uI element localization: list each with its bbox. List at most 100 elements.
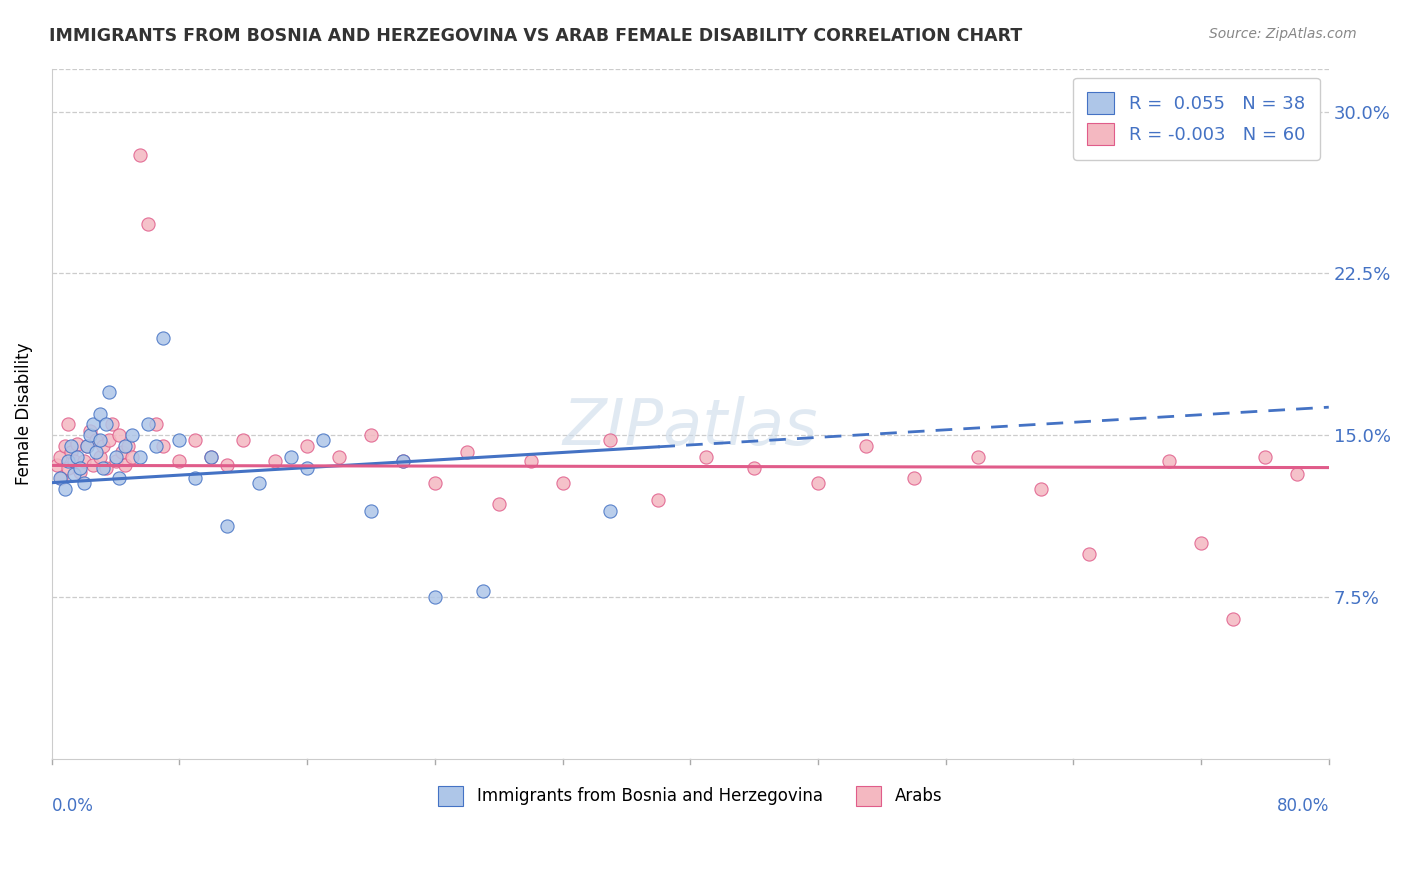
Point [855, 439, 877, 453]
Point [471, 583, 494, 598]
Point [98, 385, 121, 400]
Point [647, 492, 669, 507]
Point [82, 458, 104, 473]
Point [73, 454, 96, 468]
Point [73, 475, 96, 490]
Point [136, 217, 159, 231]
Point [51, 471, 73, 485]
Point [63, 454, 86, 468]
Point [48, 471, 70, 485]
Point [152, 331, 174, 345]
Point [145, 417, 167, 432]
Point [1285, 467, 1308, 481]
Point [519, 454, 541, 468]
Point [247, 475, 270, 490]
Point [121, 428, 143, 442]
Point [117, 439, 139, 453]
Point [217, 518, 239, 533]
Point [69, 460, 91, 475]
Point [89, 407, 111, 421]
Point [76, 439, 98, 453]
Legend: R =  0.055   N = 38, R = -0.003   N = 60: R = 0.055 N = 38, R = -0.003 N = 60 [1073, 78, 1320, 160]
Point [1189, 536, 1212, 550]
Point [742, 460, 765, 475]
Point [56, 417, 79, 432]
Point [107, 428, 129, 442]
Point [104, 450, 127, 464]
Point [89, 433, 111, 447]
Point [423, 590, 446, 604]
Point [295, 439, 318, 453]
Point [86, 433, 108, 447]
Point [79, 424, 101, 438]
Point [53, 482, 76, 496]
Point [66, 437, 89, 451]
Point [392, 454, 415, 468]
Point [360, 504, 382, 518]
Point [121, 450, 143, 464]
Point [56, 460, 79, 475]
Point [53, 439, 76, 453]
Point [91, 460, 114, 475]
Point [280, 450, 302, 464]
Point [456, 445, 478, 459]
Point [45, 458, 67, 473]
Point [101, 417, 124, 432]
Point [264, 454, 287, 468]
Text: Source: ZipAtlas.com: Source: ZipAtlas.com [1209, 27, 1357, 41]
Point [232, 433, 254, 447]
Point [79, 428, 101, 442]
Point [599, 504, 621, 518]
Point [114, 439, 136, 453]
Point [1078, 547, 1101, 561]
Point [184, 433, 207, 447]
Point [82, 417, 104, 432]
Point [328, 450, 350, 464]
Point [59, 445, 82, 459]
Point [128, 148, 150, 162]
Text: IMMIGRANTS FROM BOSNIA AND HERZEGOVINA VS ARAB FEMALE DISABILITY CORRELATION CHA: IMMIGRANTS FROM BOSNIA AND HERZEGOVINA V… [49, 27, 1022, 45]
Point [107, 471, 129, 485]
Point [169, 433, 191, 447]
Point [169, 454, 191, 468]
Point [903, 471, 925, 485]
Point [136, 417, 159, 432]
Point [91, 439, 114, 453]
Point [599, 433, 621, 447]
Point [392, 454, 415, 468]
Point [184, 471, 207, 485]
Point [1254, 450, 1277, 464]
Point [295, 460, 318, 475]
Text: 80.0%: 80.0% [1277, 797, 1329, 814]
Point [59, 439, 82, 453]
Point [48, 450, 70, 464]
Text: 0.0%: 0.0% [52, 797, 94, 814]
Point [1222, 611, 1244, 625]
Point [56, 454, 79, 468]
Point [94, 460, 117, 475]
Point [200, 450, 222, 464]
Point [152, 439, 174, 453]
Point [86, 445, 108, 459]
Point [807, 475, 830, 490]
Point [104, 454, 127, 468]
Text: ZIPatlas: ZIPatlas [562, 396, 818, 458]
Point [551, 475, 574, 490]
Point [1159, 454, 1181, 468]
Point [89, 450, 111, 464]
Point [66, 450, 89, 464]
Point [145, 439, 167, 453]
Point [111, 445, 134, 459]
Point [217, 458, 239, 473]
Point [94, 417, 117, 432]
Point [200, 450, 222, 464]
Point [98, 433, 121, 447]
Point [488, 497, 510, 511]
Point [1031, 482, 1053, 496]
Point [69, 465, 91, 479]
Point [128, 450, 150, 464]
Point [360, 428, 382, 442]
Point [966, 450, 988, 464]
Point [695, 450, 717, 464]
Point [63, 467, 86, 481]
